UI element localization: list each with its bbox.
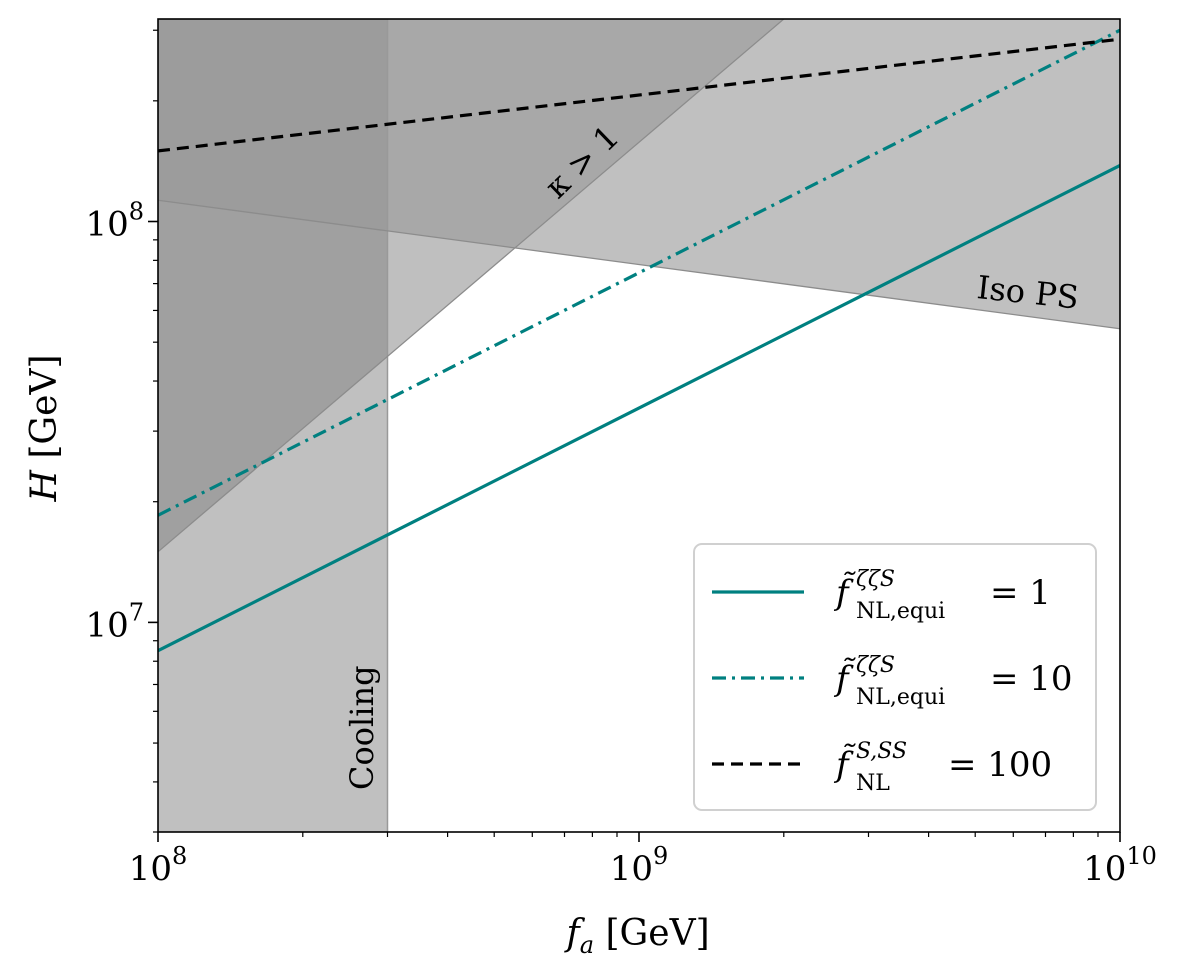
y-axis-label: H [GeV] bbox=[24, 355, 65, 503]
region-iso bbox=[158, 19, 1120, 329]
series-layer bbox=[158, 28, 1120, 653]
series-line-1 bbox=[158, 164, 1120, 653]
region-label-cooling: Cooling bbox=[343, 665, 381, 790]
svg-text:= 1: = 1 bbox=[990, 573, 1051, 613]
svg-text:= 100: = 100 bbox=[948, 745, 1052, 785]
svg-text:NL,equi: NL,equi bbox=[856, 599, 945, 624]
svg-text:ζζS: ζζS bbox=[856, 653, 895, 678]
plot-area bbox=[158, 19, 1120, 832]
x-tick-label-2: 1010 bbox=[1083, 842, 1157, 889]
ticks-layer: 108 109 1010 107 108 bbox=[85, 29, 1157, 889]
svg-text:NL: NL bbox=[856, 771, 890, 796]
y-tick-label-1: 108 bbox=[85, 198, 144, 245]
y-tick-label-0: 107 bbox=[85, 598, 144, 645]
x-tick-label-0: 108 bbox=[129, 842, 188, 889]
x-tick-label-1: 109 bbox=[610, 842, 669, 889]
plot-frame bbox=[157, 18, 1121, 833]
legend-box bbox=[693, 543, 1097, 811]
iso-boundary-line bbox=[158, 199, 1120, 330]
series-line-3 bbox=[158, 37, 1120, 153]
svg-text:NL,equi: NL,equi bbox=[856, 685, 945, 710]
series-line-2 bbox=[158, 28, 1120, 517]
svg-text:= 10: = 10 bbox=[990, 659, 1073, 699]
svg-text:S,SS: S,SS bbox=[856, 739, 907, 764]
svg-text:ζζS: ζζS bbox=[856, 567, 895, 592]
